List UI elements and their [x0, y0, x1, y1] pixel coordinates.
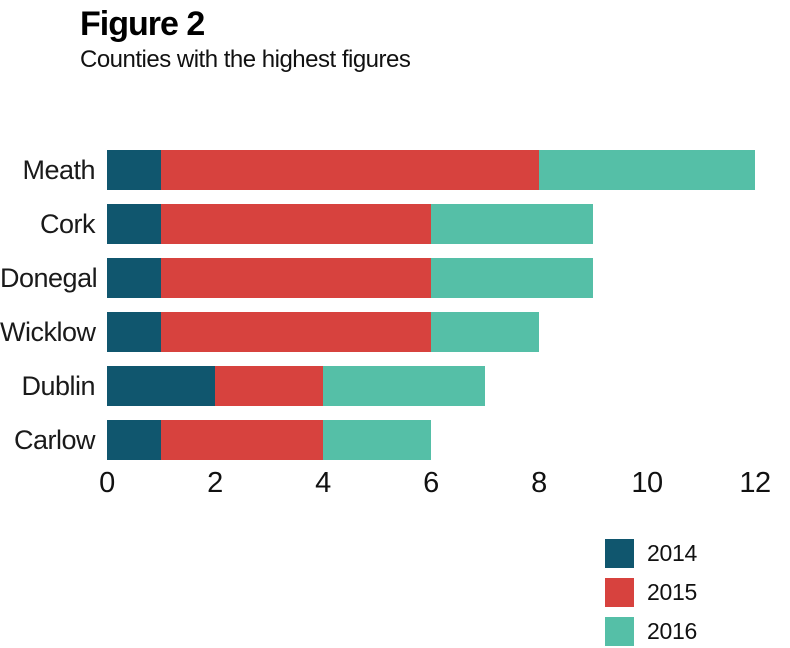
legend-item: 2016: [605, 617, 697, 646]
stacked-bar: [107, 420, 431, 460]
category-label: Meath: [22, 155, 95, 185]
legend-label: 2015: [647, 579, 697, 605]
legend-swatch-2014: [605, 539, 634, 568]
legend-label: 2016: [647, 618, 697, 644]
bar-segment-2016: [431, 204, 593, 244]
category-label: Carlow: [13, 425, 96, 455]
x-tick-label: 12: [739, 467, 771, 499]
bar-segment-2016: [539, 150, 755, 190]
chart-legend: 2014 2015 2016: [605, 539, 697, 648]
bar-segment-2015: [215, 366, 323, 406]
bar-segment-2014: [107, 312, 161, 352]
figure-subtitle: Counties with the highest figures: [80, 46, 411, 74]
bar-segment-2016: [323, 420, 431, 460]
bar-segment-2016: [323, 366, 485, 406]
legend-item: 2014: [605, 539, 697, 568]
bar-segment-2014: [107, 150, 161, 190]
x-tick-label: 2: [207, 467, 223, 499]
bar-segment-2016: [431, 312, 539, 352]
bar-row: Donegal: [0, 258, 790, 298]
x-tick-label: 10: [631, 467, 663, 499]
category-label: Wicklow: [0, 317, 96, 347]
bar-row: Carlow: [0, 420, 790, 460]
x-tick-label: 8: [531, 467, 547, 499]
bar-row: Meath: [0, 150, 790, 190]
bar-row: Dublin: [0, 366, 790, 406]
bar-segment-2015: [161, 312, 431, 352]
bar-row: Wicklow: [0, 312, 790, 352]
stacked-bar: [107, 312, 539, 352]
legend-swatch-2015: [605, 578, 634, 607]
bar-rows: Meath Cork Donegal Wicklow Dublin Carlow: [0, 150, 790, 460]
x-axis: 0 2 4 6 8 10 12: [99, 466, 771, 502]
bar-segment-2014: [107, 366, 215, 406]
bar-row: Cork: [0, 204, 790, 244]
bar-segment-2014: [107, 420, 161, 460]
legend-item: 2015: [605, 578, 697, 607]
bar-segment-2016: [431, 258, 593, 298]
stacked-bar: [107, 366, 485, 406]
bar-segment-2015: [161, 258, 431, 298]
legend-label: 2014: [647, 540, 697, 566]
category-label: Dublin: [21, 371, 95, 401]
bar-segment-2014: [107, 258, 161, 298]
bar-segment-2015: [161, 420, 323, 460]
category-label: Cork: [39, 209, 96, 239]
legend-swatch-2016: [605, 617, 634, 646]
category-label: Donegal: [0, 263, 98, 293]
bar-segment-2015: [161, 150, 539, 190]
bar-segment-2015: [161, 204, 431, 244]
figure-title: Figure 2: [80, 5, 205, 43]
stacked-bar: [107, 150, 755, 190]
stacked-bar: [107, 258, 593, 298]
stacked-bar-chart: Meath Cork Donegal Wicklow Dublin Carlow: [0, 150, 790, 474]
bar-segment-2014: [107, 204, 161, 244]
stacked-bar: [107, 204, 593, 244]
x-tick-label: 6: [423, 467, 439, 499]
figure-header: Figure 2 Counties with the highest figur…: [80, 5, 411, 74]
x-tick-label: 0: [99, 467, 115, 499]
x-tick-label: 4: [315, 467, 331, 499]
